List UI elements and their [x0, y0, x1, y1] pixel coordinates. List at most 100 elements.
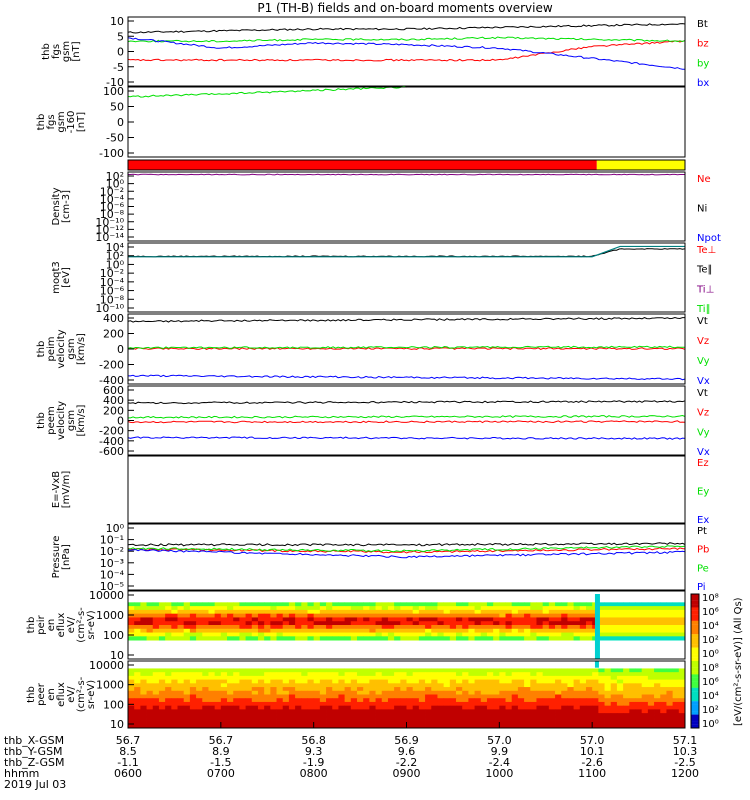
- heat-cell: [326, 679, 333, 684]
- heat-cell: [326, 690, 333, 695]
- heat-cell: [437, 609, 445, 615]
- heat-cell: [623, 606, 630, 611]
- heat-cell: [276, 720, 284, 725]
- heat-cell: [313, 713, 321, 718]
- heat-cell: [344, 687, 352, 692]
- heat-cell: [394, 625, 401, 630]
- heat-cell: [456, 694, 463, 699]
- heat-cell: [486, 713, 494, 718]
- heat-cell: [629, 698, 636, 703]
- heat-cell: [220, 683, 228, 688]
- heat-cell: [189, 694, 197, 699]
- heat-cell: [437, 713, 445, 718]
- heat-cell: [400, 606, 407, 611]
- heat-cell: [474, 672, 482, 677]
- heat-cell: [363, 636, 370, 641]
- heat-cell: [400, 632, 407, 637]
- heat-cell: [140, 724, 147, 729]
- heat-cell: [610, 694, 618, 699]
- heat-cell: [245, 713, 253, 718]
- heat-cell: [233, 675, 240, 681]
- heat-cell: [579, 687, 587, 692]
- heat-cell: [264, 716, 271, 721]
- heat-cell: [616, 698, 624, 703]
- heat-cell: [400, 698, 407, 703]
- y-axis-label: -160: [66, 111, 77, 134]
- heat-cell: [654, 613, 661, 618]
- heat-cell: [647, 683, 655, 688]
- heat-cell: [134, 690, 141, 695]
- heat-cell: [647, 690, 655, 695]
- heat-cell: [499, 720, 506, 725]
- heat-cell: [276, 683, 284, 688]
- heat-cell: [468, 694, 475, 699]
- series-line: [127, 85, 407, 98]
- heat-cell: [660, 705, 667, 710]
- heat-cell: [282, 705, 290, 710]
- y-axis-label: sr-eV): [86, 680, 97, 709]
- heat-cell: [128, 602, 135, 607]
- heat-cell: [214, 602, 222, 607]
- colorbar-cell: [691, 610, 699, 615]
- heat-cell: [406, 694, 414, 699]
- heat-cell: [301, 687, 308, 692]
- heat-cell: [517, 632, 525, 637]
- heat-cell: [257, 687, 265, 692]
- heat-cell: [585, 636, 593, 641]
- heat-cell: [629, 636, 636, 641]
- heat-cell: [493, 668, 500, 673]
- heat-cell: [301, 713, 308, 718]
- heat-cell: [530, 683, 537, 688]
- heat-cell: [412, 698, 420, 703]
- heat-cell: [208, 609, 216, 615]
- heat-cell: [307, 672, 315, 677]
- heat-cell: [313, 668, 321, 673]
- heat-cell: [307, 621, 315, 626]
- heat-cell: [536, 602, 544, 607]
- heat-cell: [381, 679, 389, 684]
- heat-cell: [579, 690, 587, 695]
- heat-cell: [672, 602, 680, 607]
- y-tick-label: 10⁰: [106, 178, 125, 191]
- heat-cell: [555, 613, 562, 618]
- heat-cell: [239, 617, 246, 622]
- heat-cell: [542, 698, 550, 703]
- heat-cell: [356, 668, 364, 673]
- heat-cell: [536, 675, 544, 681]
- heat-cell: [313, 672, 321, 677]
- heat-cell: [536, 709, 544, 714]
- heat-cell: [344, 617, 352, 622]
- heat-cell: [369, 683, 376, 688]
- heat-cell: [641, 632, 649, 637]
- heat-cell: [654, 606, 661, 611]
- heat-cell: [196, 716, 203, 721]
- heat-cell: [369, 602, 376, 607]
- heat-cell: [443, 625, 451, 630]
- heat-cell: [486, 687, 494, 692]
- heat-cell: [505, 694, 513, 699]
- y-axis-label: [cm-3]: [61, 190, 72, 223]
- heat-cell: [548, 698, 556, 703]
- heat-cell: [189, 683, 197, 688]
- heat-cell: [486, 621, 494, 626]
- y-axis-label: peem: [46, 406, 57, 434]
- heat-cell: [486, 628, 494, 633]
- heat-cell: [672, 709, 680, 714]
- heat-cell: [171, 675, 178, 681]
- heat-cell: [511, 625, 519, 630]
- colorbar-label: 10²: [702, 705, 719, 716]
- heat-cell: [165, 683, 172, 688]
- heat-cell: [425, 694, 432, 699]
- heat-cell: [338, 625, 346, 630]
- y-axis-label: fgs: [46, 114, 57, 129]
- heat-cell: [647, 675, 655, 681]
- heat-cell: [363, 709, 370, 714]
- heat-cell: [233, 720, 240, 725]
- heat-cell: [604, 683, 612, 688]
- heat-cell: [486, 632, 494, 637]
- heat-cell: [257, 720, 265, 725]
- heat-cell: [177, 613, 185, 618]
- heat-cell: [610, 613, 618, 618]
